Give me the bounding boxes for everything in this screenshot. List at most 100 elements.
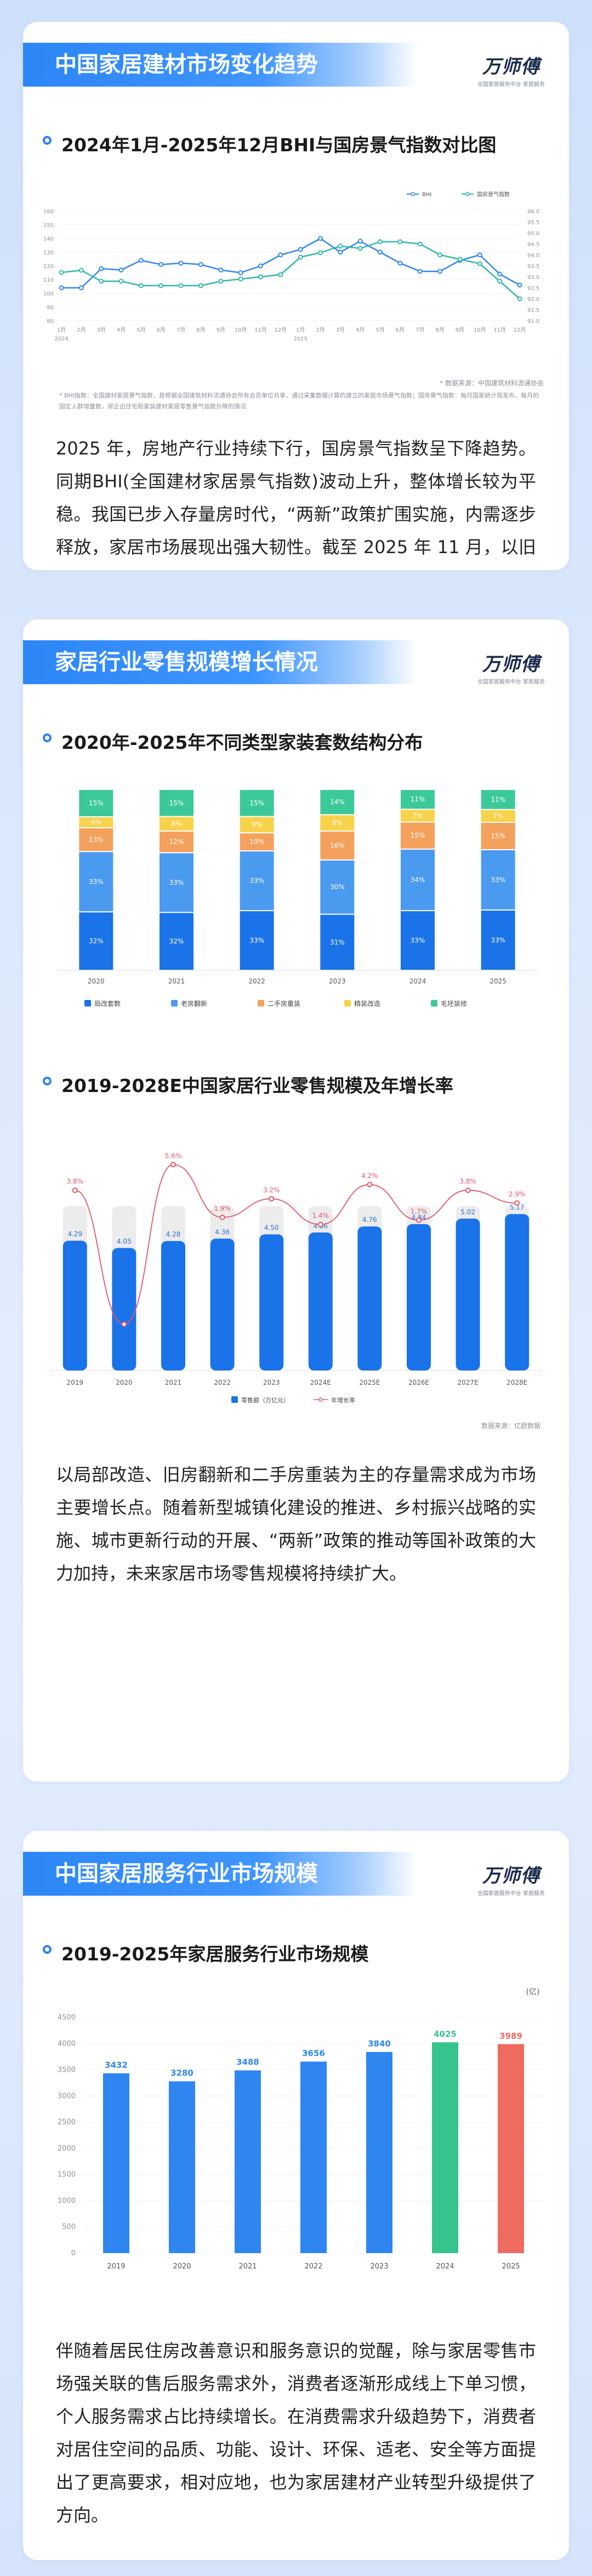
stack-segment [320,831,355,860]
bar-value-label: 3656 [302,2049,325,2058]
legend-label: 老房翻新 [181,999,207,1008]
growth-rate-line [75,1164,517,1325]
section-title: 中国家居建材市场变化趋势 [23,43,418,87]
bar-value-label: 4.36 [215,1228,230,1236]
service-market-bar-chart: 0 500 1000 1500 2000 2500 3000 3500 4000 4500 (亿) 3… [58,1988,544,2271]
growth-point [269,1196,275,1202]
brand-tagline: 全国家居服务中台 家居服务 [477,679,545,685]
stack-segment [160,913,193,970]
stack-segment [240,851,274,911]
legend-swatch [171,1000,178,1006]
data-point [178,283,184,288]
data-point [338,249,343,255]
x-axis-tick: 3月 [97,327,106,333]
stack-segment [401,911,435,970]
data-point [517,282,522,288]
segment-label: 11% [411,795,425,803]
segment-label: 33% [89,878,104,885]
y-axis-tick: 500 [62,2223,76,2231]
series-line-2 [61,241,520,299]
x-axis-tick: 2022 [304,2262,322,2271]
data-point [258,263,263,269]
x-axis-tick: 2026E [408,1379,429,1386]
data-point [397,260,403,266]
bar [357,1226,382,1371]
bar-value-label: 3488 [236,2057,259,2067]
bar [103,2073,129,2253]
bar [432,2042,458,2253]
y-axis-tick: 2500 [58,2118,76,2126]
stack-segment [160,831,193,852]
data-point [158,262,164,267]
left-axis-tick: 80 [47,319,54,325]
brand-logo: 万师傅 全国家居服务中台 家居服务 [477,1861,545,1897]
data-point [278,252,283,258]
growth-point [317,1221,323,1227]
x-axis-tick: 2021 [165,1379,182,1386]
data-point [158,283,164,288]
year-label: 2024 [54,336,68,342]
x-axis-tick: 2025 [489,977,506,985]
data-point [357,246,363,251]
legend-label: 年增长率 [331,1396,355,1404]
x-axis-tick: 2月 [316,327,325,333]
decoration-structure-stacked-chart: 32% 33% 13% 6% 15% 2020 32% 33% 12% 8% 15% 2021 33% 3… [56,790,538,1008]
bar [366,2052,392,2253]
data-point [198,262,203,267]
brand-tagline: 全国家居服务中台 家居服务 [477,1891,545,1897]
x-axis-tick: 7月 [415,327,424,333]
growth-rate-label: 3.2% [263,1186,280,1194]
data-point [378,249,383,255]
stack-segment [79,852,113,912]
data-point [378,239,383,244]
growth-point [416,1217,422,1223]
segment-label: 15% [89,799,104,807]
bar-value-label: 4025 [434,2029,457,2039]
segment-label: 15% [491,832,505,840]
stack-segment [160,817,193,831]
chart-title: 2024年1月-2025年12月BHI与国房景气指数对比图 [61,134,497,156]
growth-point [219,1214,225,1220]
chart-footnote: * BHI指数：全国建材家居景气指数，是根据全国建筑材料流通协会所有会员单位共享… [59,392,539,410]
legend-label: 精装改造 [354,1000,380,1008]
legend-label: BHI [422,192,431,198]
bullet-icon [43,136,52,145]
bar [308,1232,333,1371]
data-point [78,285,84,291]
section-paragraph: 以局部改造、旧房翻新和二手房重装为主的存量需求成为市场主要增长点。随着新型城镇化… [56,1464,536,1584]
data-point [99,278,104,284]
left-axis-tick: 150 [43,223,54,229]
x-axis-tick: 2023 [370,2262,388,2271]
x-axis-tick: 3月 [336,327,345,333]
segment-label: 32% [169,937,184,945]
legend-swatch [84,1000,91,1006]
data-point [497,278,503,284]
data-point [59,285,64,291]
brand-logo: 万师傅 全国家居服务中台 家居服务 [477,649,545,685]
y-axis-tick: 1000 [58,2197,76,2205]
data-point [258,274,263,280]
growth-point [72,1187,78,1193]
segment-label: 33% [411,937,425,945]
segment-label: 15% [249,799,264,807]
x-axis-tick: 6月 [396,327,405,333]
segment-label: 34% [411,876,425,884]
stack-segment [481,810,515,822]
growth-rate-label: 4.2% [361,1172,378,1180]
x-axis-tick: 2020 [116,1379,133,1386]
right-axis-tick: 93.5 [527,264,539,270]
stack-segment [79,912,113,970]
data-point [357,238,363,244]
bar [169,2081,195,2253]
y-axis-tick: 3000 [58,2092,76,2100]
segment-label: 15% [411,832,425,839]
data-point [218,268,224,272]
stack-segment [79,817,113,827]
x-axis-tick: 2028E [506,1379,527,1386]
data-point [78,268,84,273]
legend-label: 二手房重装 [267,999,300,1008]
right-axis-tick: 94.5 [527,242,539,248]
bar-value-label: 5.02 [460,1208,475,1216]
left-axis-tick: 160 [43,209,54,215]
year-label: 2025 [293,336,307,342]
